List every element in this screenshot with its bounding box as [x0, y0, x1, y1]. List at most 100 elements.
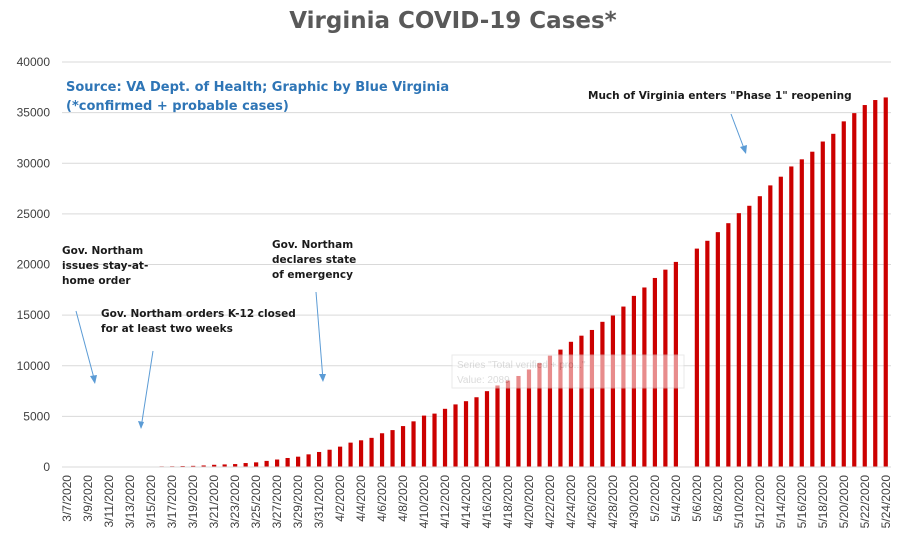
- y-tick-label: 0: [43, 460, 50, 474]
- x-tick-label: 3/17/2020: [165, 475, 179, 529]
- x-tick-label: 5/8/2020: [711, 475, 725, 522]
- x-tick-label: 4/28/2020: [606, 475, 620, 529]
- bar: [820, 141, 825, 468]
- annotation-line: Gov. Northam: [62, 245, 143, 257]
- bar: [862, 105, 867, 467]
- x-axis-ticks: 3/7/2020 3/9/2020 3/11/2020 3/13/2020 3/15/2…: [60, 475, 893, 529]
- bar: [799, 159, 804, 467]
- bar: [558, 349, 563, 467]
- annotation-arrow-head: [138, 421, 144, 429]
- bar: [505, 380, 511, 467]
- x-tick-label: 3/19/2020: [186, 475, 200, 529]
- bar: [358, 440, 364, 467]
- x-tick-label: 3/29/2020: [291, 475, 305, 529]
- bar: [841, 121, 846, 467]
- x-tick-label: 5/14/2020: [774, 475, 788, 529]
- x-tick-label: 3/15/2020: [144, 475, 158, 529]
- annotation-line: declares state: [272, 254, 356, 266]
- x-tick-label: 5/4/2020: [669, 475, 683, 522]
- x-tick-label: 4/14/2020: [459, 475, 473, 529]
- bar: [579, 335, 584, 467]
- bar: [747, 205, 752, 467]
- bar: [264, 460, 269, 467]
- x-tick-label: 5/18/2020: [816, 475, 830, 529]
- bar: [526, 369, 532, 467]
- bar: [316, 451, 322, 467]
- x-tick-label: 3/13/2020: [123, 475, 137, 529]
- bar-series: [65, 97, 888, 468]
- annotation-arrow-head: [740, 145, 747, 154]
- bar: [736, 213, 741, 467]
- annotation-arrow-shaft: [140, 350, 154, 429]
- x-tick-label: 5/24/2020: [879, 475, 893, 529]
- bar: [411, 421, 416, 467]
- y-tick-label: 25000: [17, 207, 51, 221]
- x-tick-label: 4/22/2020: [543, 475, 557, 529]
- x-tick-label: 3/25/2020: [249, 475, 263, 529]
- bar: [296, 456, 301, 467]
- x-tick-label: 5/16/2020: [795, 475, 809, 529]
- bar: [568, 341, 574, 467]
- x-tick-label: 5/12/2020: [753, 475, 767, 529]
- x-tick-label: 4/6/2020: [375, 475, 389, 522]
- bar: [306, 454, 311, 467]
- bar: [421, 415, 427, 467]
- annotation-line: issues stay-at-: [62, 260, 148, 272]
- bar: [254, 462, 259, 467]
- y-axis-ticks: 0 5000 10000 15000 20000 25000 30000 35000 40000: [17, 55, 51, 474]
- x-tick-label: 4/12/2020: [438, 475, 452, 529]
- y-tick-label: 35000: [17, 106, 51, 120]
- bar: [390, 430, 395, 467]
- bar: [715, 232, 720, 467]
- bar: [726, 223, 731, 467]
- bar: [610, 315, 616, 467]
- x-tick-label: 5/10/2020: [732, 475, 746, 529]
- gridlines: [62, 61, 891, 417]
- x-tick-label: 5/6/2020: [690, 475, 704, 522]
- bar: [495, 385, 500, 467]
- source-note-cases: (*confirmed + probable cases): [66, 99, 289, 114]
- annotation-phase-1: Much of Virginia enters "Phase 1" reopen…: [588, 90, 852, 154]
- annotation-line: Much of Virginia enters "Phase 1" reopen…: [588, 90, 852, 102]
- bar: [212, 464, 217, 467]
- bar: [484, 391, 490, 467]
- bar: [453, 404, 458, 467]
- bar: [810, 151, 815, 467]
- bar: [789, 166, 794, 467]
- y-tick-label: 40000: [17, 55, 51, 69]
- annotation-state-of-emergency: Gov. Northam declares state of emergency: [272, 239, 356, 382]
- bar: [348, 442, 353, 467]
- tooltip-series-text: Series "Total verified + pro...": [457, 360, 586, 371]
- annotation-arrow-head: [90, 375, 97, 384]
- x-tick-label: 4/18/2020: [501, 475, 515, 529]
- bar: [285, 457, 290, 467]
- bar: [222, 464, 227, 467]
- y-tick-label: 30000: [17, 156, 51, 170]
- annotation-line: Gov. Northam: [272, 239, 353, 251]
- x-tick-label: 4/26/2020: [585, 475, 599, 529]
- y-tick-label: 5000: [23, 409, 50, 423]
- bar: [463, 401, 469, 467]
- x-tick-label: 3/9/2020: [81, 475, 95, 522]
- bar: [694, 248, 699, 467]
- chart-title: Virginia COVID-19 Cases*: [289, 8, 616, 34]
- bar: [442, 408, 448, 467]
- annotation-arrow-shaft: [315, 291, 324, 381]
- bar: [852, 113, 857, 467]
- annotation-arrow-head: [319, 374, 326, 382]
- annotation-arrow-shaft: [75, 310, 96, 383]
- x-tick-label: 3/23/2020: [228, 475, 242, 529]
- bar: [400, 426, 406, 467]
- x-tick-label: 5/2/2020: [648, 475, 662, 522]
- bar: [831, 133, 836, 467]
- bar: [180, 465, 185, 467]
- bar: [873, 100, 878, 467]
- y-tick-label: 10000: [17, 359, 51, 373]
- bar: [768, 185, 773, 467]
- bar: [600, 321, 605, 467]
- bar: [243, 463, 248, 467]
- bar: [432, 413, 437, 467]
- bar: [369, 437, 374, 467]
